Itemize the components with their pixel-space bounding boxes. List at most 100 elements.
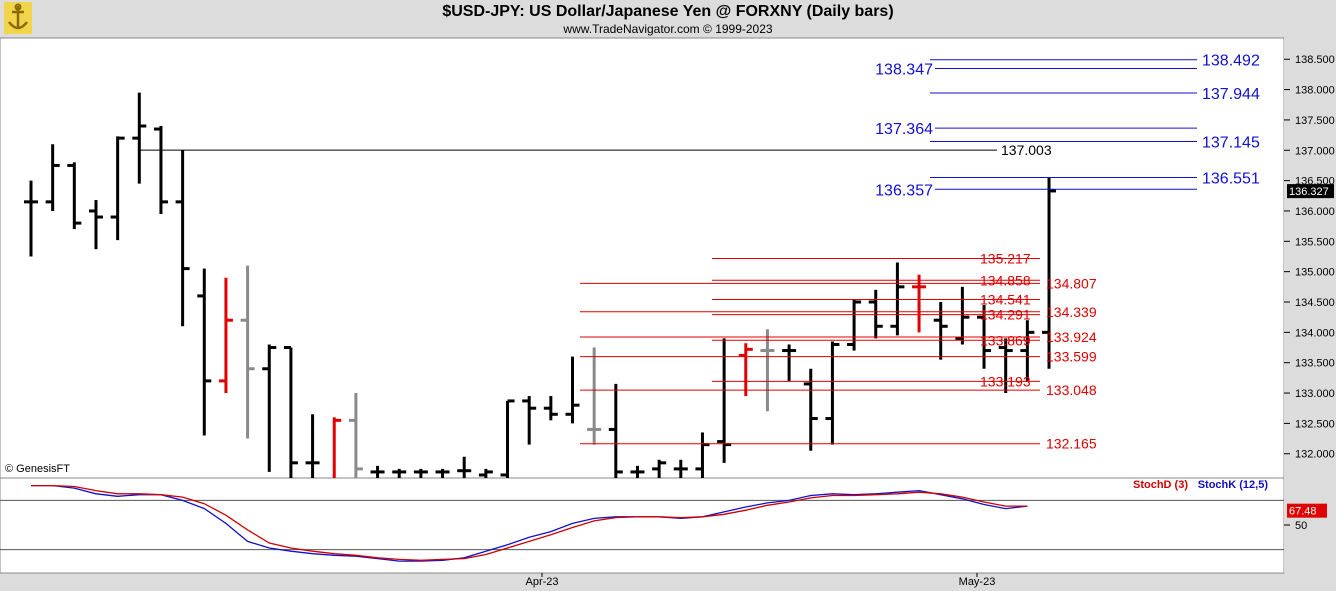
ohlc-bar xyxy=(500,399,515,478)
ohlc-bar xyxy=(825,341,840,445)
stoch-last-label: 67.48 xyxy=(1289,506,1317,518)
y-tick-label: 136.000 xyxy=(1295,206,1335,218)
level-label: 137.944 xyxy=(1202,86,1260,103)
y-tick-label: 132.500 xyxy=(1295,418,1335,430)
y-tick-label: 138.000 xyxy=(1295,85,1335,97)
y-tick-label: 133.500 xyxy=(1295,358,1335,370)
price-level: 134.339 xyxy=(580,304,1097,320)
level-label: 137.364 xyxy=(875,121,933,138)
price-level: 134.541 xyxy=(712,292,1040,308)
genesis-anchor-logo-icon xyxy=(4,2,32,34)
level-label: 138.492 xyxy=(1202,53,1260,70)
ohlc-bar xyxy=(1042,177,1057,369)
level-label: 133.924 xyxy=(1046,329,1097,345)
ohlc-bar xyxy=(218,277,233,394)
ohlc-bar xyxy=(197,268,212,436)
stochd-legend: StochD (3) xyxy=(1133,479,1188,491)
price-level: 136.357 xyxy=(875,182,1197,199)
ohlc-bar xyxy=(912,274,927,333)
ohlc-bar xyxy=(608,383,623,478)
level-label: 132.165 xyxy=(1046,436,1097,452)
ohlc-bar xyxy=(543,396,558,421)
price-level: 133.048 xyxy=(580,382,1097,398)
level-label: 136.357 xyxy=(875,182,933,199)
ohlc-bar xyxy=(392,468,407,478)
level-label: 137.145 xyxy=(1202,134,1260,151)
ohlc-bar xyxy=(717,338,732,463)
chart-title: $USD-JPY: US Dollar/Japanese Yen @ FORXN… xyxy=(442,3,894,20)
ohlc-bar xyxy=(45,144,60,211)
level-label: 134.858 xyxy=(980,272,1031,288)
ohlc-bar xyxy=(305,414,320,478)
y-tick-label: 134.000 xyxy=(1295,327,1335,339)
price-level: 136.551 xyxy=(930,171,1260,188)
y-tick-label: 133.000 xyxy=(1295,388,1335,400)
ohlc-bar xyxy=(522,396,537,445)
last-price-label: 136.327 xyxy=(1289,186,1329,198)
y-tick-label: 137.500 xyxy=(1295,115,1335,127)
chart-subtitle: www.TradeNavigator.com © 1999-2023 xyxy=(563,22,773,36)
price-level: 133.924 xyxy=(580,329,1097,345)
stoch-last-marker xyxy=(1287,503,1327,518)
ohlc-bar xyxy=(413,468,428,478)
level-label: 133.869 xyxy=(980,332,1031,348)
price-level: 133.599 xyxy=(580,349,1097,365)
stochk-legend: StochK (12,5) xyxy=(1198,479,1269,491)
y-tick-label: 135.000 xyxy=(1295,267,1335,279)
price-level: 137.145 xyxy=(930,134,1260,151)
last-price-marker xyxy=(1287,184,1334,199)
y-tick-label: 135.500 xyxy=(1295,236,1335,248)
y-tick-label: 134.500 xyxy=(1295,297,1335,309)
ohlc-bar xyxy=(890,262,905,336)
x-tick-label: May-23 xyxy=(959,576,996,588)
ohlc-bar xyxy=(803,368,818,451)
price-level: 137.364 xyxy=(875,121,1197,138)
price-level: 137.944 xyxy=(930,86,1260,103)
ohlc-bar xyxy=(110,136,125,241)
ohlc-bar xyxy=(955,286,970,345)
ohlc-bar xyxy=(435,468,450,478)
stochk-line xyxy=(31,484,1028,562)
ohlc-bar xyxy=(153,126,168,214)
y-tick-label: 138.500 xyxy=(1295,54,1335,66)
y-tick-label: 137.000 xyxy=(1295,145,1335,157)
ohlc-bar xyxy=(847,298,862,351)
level-label: 134.541 xyxy=(980,292,1031,308)
ohlc-bar xyxy=(630,465,645,478)
x-tick-label: Apr-23 xyxy=(525,576,558,588)
ohlc-bar xyxy=(478,468,493,478)
price-level: 133.869 xyxy=(712,332,1040,348)
price-level: 134.807 xyxy=(580,275,1097,291)
ohlc-bar xyxy=(587,347,602,445)
level-label: 133.193 xyxy=(980,373,1031,389)
chart-header: $USD-JPY: US Dollar/Japanese Yen @ FORXN… xyxy=(0,0,1336,38)
ohlc-bar xyxy=(782,344,797,381)
ohlc-bar xyxy=(695,432,710,478)
ohlc-bar xyxy=(88,200,103,250)
ohlc-bar xyxy=(868,289,883,339)
ohlc-bar xyxy=(673,459,688,478)
level-label: 134.339 xyxy=(1046,304,1097,320)
level-label: 136.551 xyxy=(1202,171,1260,188)
ohlc-bar xyxy=(175,150,190,327)
ohlc-bar xyxy=(132,92,147,184)
ohlc-bar xyxy=(652,459,667,478)
price-level: 138.347 xyxy=(875,62,1197,79)
price-axis-area xyxy=(1284,38,1336,573)
level-label: 134.291 xyxy=(980,307,1031,323)
ohlc-bar xyxy=(565,356,580,424)
price-level: 137.003 xyxy=(140,142,1052,158)
stochastic-plot-area xyxy=(0,477,1285,574)
level-label: 138.347 xyxy=(875,62,933,79)
price-level: 134.858 xyxy=(712,272,1040,288)
ohlc-bar xyxy=(738,343,753,397)
level-label: 133.048 xyxy=(1046,382,1097,398)
ohlc-bar xyxy=(240,265,255,439)
ohlc-bar xyxy=(370,465,385,478)
ohlc-bar xyxy=(998,338,1013,394)
price-level: 132.165 xyxy=(580,436,1097,452)
price-level: 134.291 xyxy=(712,307,1040,323)
ohlc-bar xyxy=(457,456,472,478)
y-tick-label: 132.000 xyxy=(1295,449,1335,461)
